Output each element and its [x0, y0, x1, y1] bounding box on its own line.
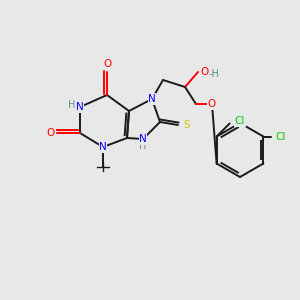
Text: O: O	[208, 99, 216, 109]
Text: N: N	[148, 94, 156, 104]
Text: H: H	[139, 141, 147, 151]
Text: O: O	[103, 59, 111, 69]
Text: N: N	[139, 134, 147, 144]
Text: S: S	[183, 120, 190, 130]
Text: N: N	[76, 102, 84, 112]
Text: O: O	[47, 128, 55, 138]
Text: O: O	[200, 67, 208, 77]
Text: N: N	[99, 142, 107, 152]
Text: -H: -H	[209, 69, 220, 79]
Text: H: H	[68, 100, 75, 110]
Text: Cl: Cl	[275, 131, 286, 142]
Text: Cl: Cl	[235, 116, 245, 127]
